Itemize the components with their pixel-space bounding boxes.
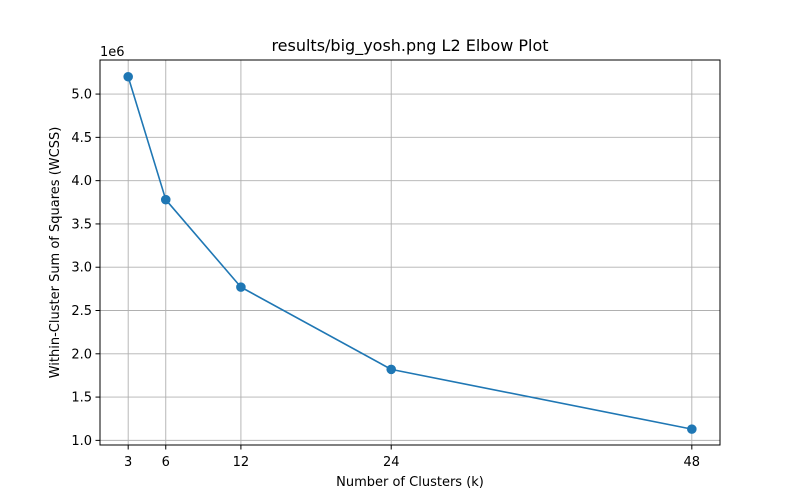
x-axis-ticks: 3 6 12 24 48 (124, 445, 700, 470)
chart-title: results/big_yosh.png L2 Elbow Plot (271, 36, 548, 56)
data-point (123, 71, 133, 82)
y-tick-label: 5.0 (71, 88, 92, 103)
data-point (160, 194, 171, 205)
x-tick-label: 3 (124, 455, 132, 470)
x-tick-label: 6 (162, 455, 170, 470)
y-tick-label: 3.0 (71, 261, 92, 276)
y-tick-label: 1.0 (71, 434, 92, 449)
y-tick-label: 1.5 (71, 391, 92, 406)
y-axis-ticks: 1.0 1.5 2.0 2.5 3.0 3.5 4.0 4.5 5.0 (71, 88, 100, 449)
y-axis-offset-label: 1e6 (100, 45, 125, 60)
plot-area-frame (99, 59, 721, 446)
y-tick-label: 4.0 (71, 174, 92, 189)
series-line (127, 76, 692, 430)
y-tick-label: 2.0 (71, 347, 92, 362)
y-tick-label: 3.5 (71, 217, 92, 232)
x-tick-label: 48 (684, 455, 701, 470)
y-axis-label: Within-Cluster Sum of Squares (WCSS) (48, 127, 63, 379)
data-point (687, 424, 697, 434)
series-markers (123, 71, 697, 434)
data-point (386, 364, 397, 375)
y-tick-label: 2.5 (71, 304, 92, 319)
grid-lines (100, 60, 720, 445)
x-tick-label: 24 (383, 455, 400, 470)
series-line-group (127, 76, 692, 430)
y-tick-label: 4.5 (71, 131, 92, 146)
data-point (236, 282, 246, 292)
x-axis-label: Number of Clusters (k) (336, 475, 484, 490)
x-tick-label: 12 (233, 455, 250, 470)
